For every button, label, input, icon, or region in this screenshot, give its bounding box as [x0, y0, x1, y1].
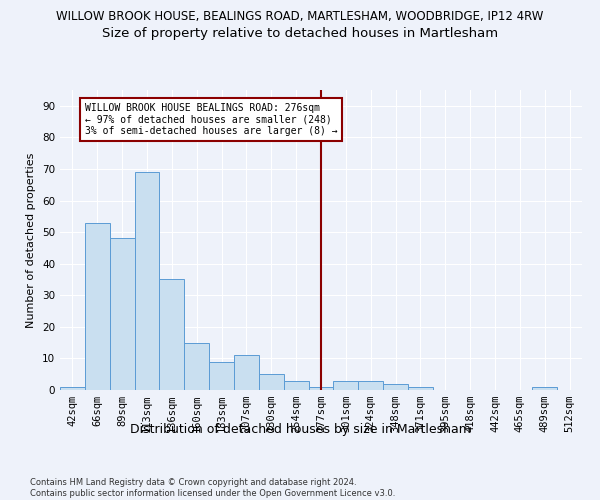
Text: WILLOW BROOK HOUSE, BEALINGS ROAD, MARTLESHAM, WOODBRIDGE, IP12 4RW: WILLOW BROOK HOUSE, BEALINGS ROAD, MARTL… — [56, 10, 544, 23]
Y-axis label: Number of detached properties: Number of detached properties — [26, 152, 37, 328]
Bar — [408, 387, 433, 390]
Text: Distribution of detached houses by size in Martlesham: Distribution of detached houses by size … — [130, 422, 470, 436]
Bar — [334, 380, 358, 390]
Text: Contains HM Land Registry data © Crown copyright and database right 2024.
Contai: Contains HM Land Registry data © Crown c… — [30, 478, 395, 498]
Bar — [358, 380, 383, 390]
Bar — [85, 222, 110, 390]
Bar — [134, 172, 160, 390]
Bar — [209, 362, 234, 390]
Bar — [308, 387, 334, 390]
Bar — [160, 280, 184, 390]
Bar — [532, 387, 557, 390]
Bar — [284, 380, 308, 390]
Bar — [110, 238, 134, 390]
Text: WILLOW BROOK HOUSE BEALINGS ROAD: 276sqm
← 97% of detached houses are smaller (2: WILLOW BROOK HOUSE BEALINGS ROAD: 276sqm… — [85, 102, 337, 136]
Text: Size of property relative to detached houses in Martlesham: Size of property relative to detached ho… — [102, 28, 498, 40]
Bar — [259, 374, 284, 390]
Bar — [60, 387, 85, 390]
Bar — [383, 384, 408, 390]
Bar — [234, 356, 259, 390]
Bar — [184, 342, 209, 390]
